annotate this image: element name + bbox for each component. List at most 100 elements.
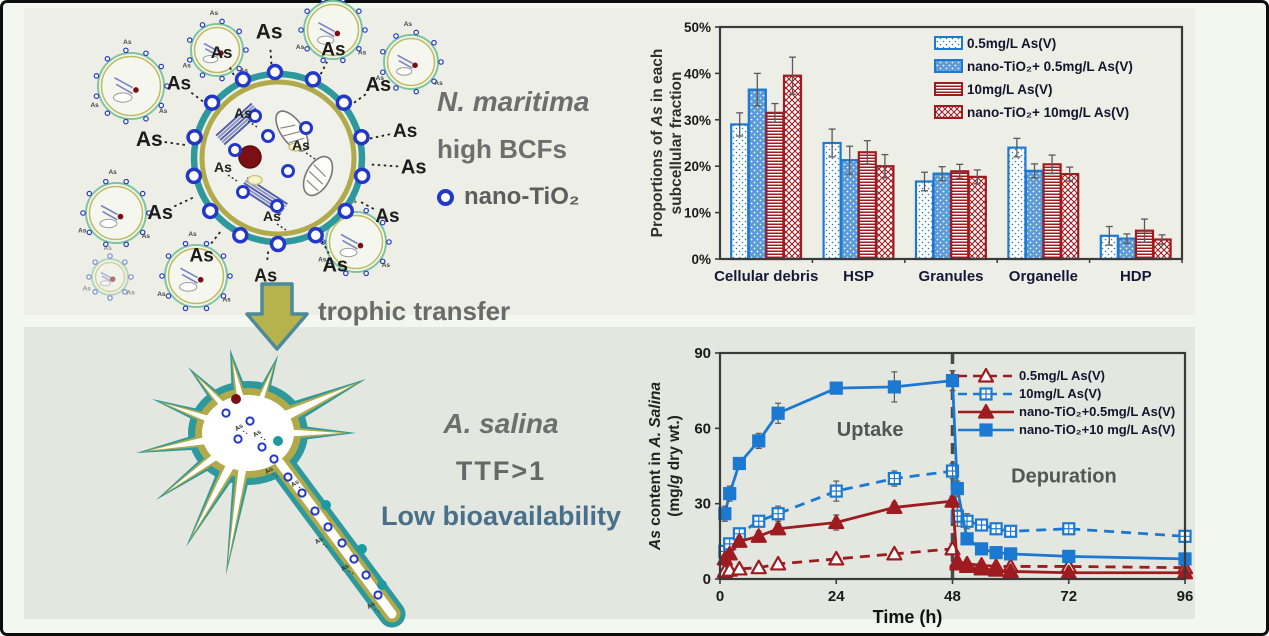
algae-cell-illustration: AsAsAsAsAsAsAsAsAsAsAsAsAsAsAsAsAsAsAsAs… (78, 0, 444, 312)
nano-tio2-particle-icon (270, 199, 284, 213)
svg-text:As: As (82, 286, 91, 293)
bar-HSP-s2 (857, 151, 877, 261)
line-legend-label-1: 10mg/L As(V) (1019, 386, 1101, 401)
bar-Granules-s3 (967, 175, 987, 261)
svg-text:As: As (188, 231, 197, 238)
nano-tio2-particle-icon (245, 416, 255, 426)
bar-Cellular debris-s1 (747, 88, 767, 261)
nucleus-icon (238, 145, 262, 169)
svg-text:As: As (210, 10, 219, 17)
ttf-note: TTF>1 (455, 456, 547, 486)
line-ylabel-line1: (mg/g dry wt.) (666, 415, 683, 517)
as-label: As (263, 208, 281, 224)
nano-tio2-particle-icon (248, 109, 262, 123)
svg-text:0%: 0% (691, 252, 711, 267)
as-label: As (254, 265, 277, 285)
top-caption-block: N. maritima high BCFs nano-TiO₂ (437, 86, 590, 211)
nucleus-dot-icon (231, 394, 241, 404)
satellite-cell-2: As As As (296, 0, 368, 64)
bar-legend-swatch-3 (934, 105, 963, 119)
nano-tio2-particle-icon (228, 143, 242, 157)
nano-tio2-particle-icon (234, 71, 252, 88)
svg-text:40%: 40% (684, 66, 711, 81)
svg-text:48: 48 (944, 588, 961, 605)
as-label: As (136, 128, 163, 151)
trophic-transfer-arrow-icon (245, 282, 309, 351)
svg-text:As: As (142, 233, 151, 240)
bioavailability-note: Low bioavailability (380, 501, 622, 531)
nano-tio2-particle-icon (257, 442, 267, 452)
satellite-cell-6: As As As (82, 245, 135, 301)
svg-text:As: As (382, 262, 391, 269)
artemia-salina-illustration: As As As As As As As (136, 349, 406, 628)
satellite-cell-0: As As As (90, 39, 170, 125)
nano-tio2-particle-icon (232, 227, 249, 244)
nano-tio2-particle-icon (353, 128, 370, 146)
teal-granule-icon (357, 544, 367, 554)
bar-legend-swatch-0 (934, 36, 963, 50)
organism-name-nmaritima: N. maritima (437, 86, 590, 117)
nano-tio2-particle-icon (266, 63, 284, 81)
nano-tio2-particle-icon (269, 235, 287, 253)
line-legend-label-3: nano-TiO₂+10 mg/L As(V) (1019, 422, 1175, 437)
artemia-body: As As As As As As As (136, 349, 406, 628)
organism-name-asalina: A. salina (443, 408, 559, 439)
as-label: As (147, 202, 173, 224)
as-label: As (167, 73, 191, 94)
bar-legend-label-1: nano-TiO₂+ 0.5mg/L As(V) (967, 59, 1133, 74)
as-label: As (264, 465, 275, 476)
nano-tio2-particle-icon (304, 71, 322, 88)
bottom-caption-block: A. salina TTF>1 Low bioavailability (371, 408, 631, 532)
line-legend-label-0: 0.5mg/L As(V) (1019, 368, 1105, 383)
svg-text:24: 24 (828, 588, 845, 605)
as-label: As (401, 156, 427, 178)
teal-granule-icon (377, 580, 387, 590)
nano-tio2-particle-icon (337, 538, 347, 548)
svg-text:90: 90 (694, 345, 711, 362)
bcf-note: high BCFs (437, 134, 567, 164)
bar-category-label: HDP (1120, 268, 1152, 285)
line-legend-label-2: nano-TiO₂+0.5mg/L As(V) (1019, 404, 1175, 419)
nano-tio2-particle-icon (203, 94, 221, 111)
as-label: As (214, 159, 232, 175)
bar-HSP-s1 (840, 159, 860, 261)
satellite-cell-8: As As As (376, 21, 444, 95)
svg-text:As: As (123, 39, 132, 46)
nano-tio2-particle-icon (323, 522, 333, 532)
nano-tio2-particle-icon (185, 167, 203, 185)
nano-tio2-particle-icon (307, 227, 324, 244)
as-label: As (252, 428, 263, 439)
bar-category-label: HSP (843, 268, 874, 285)
bar-HSP-s0 (822, 141, 842, 261)
nano-tio2-particle-icon (297, 488, 307, 498)
svg-text:As: As (434, 80, 443, 87)
svg-text:As: As (240, 67, 249, 74)
svg-text:As: As (159, 108, 168, 115)
bar-HSP-s3 (875, 165, 895, 261)
svg-text:96: 96 (1177, 588, 1194, 605)
bar-legend-label-2: 10mg/L As(V) (967, 82, 1053, 97)
nano-tio2-particle-icon (353, 167, 371, 185)
bar-category-label: Granules (918, 268, 983, 285)
svg-text:As: As (222, 297, 231, 304)
svg-text:As: As (318, 257, 327, 264)
svg-text:As: As (296, 44, 305, 51)
as-label: As (234, 422, 245, 433)
bar-Cellular debris-s0 (730, 123, 750, 261)
svg-text:As: As (376, 75, 385, 82)
line-series-2 (716, 493, 1194, 580)
bar-legend-label-0: 0.5mg/L As(V) (967, 36, 1056, 51)
as-label: As (314, 535, 325, 546)
teal-granule-icon (321, 500, 331, 510)
nano-tio2-legend-row: nano-TiO₂ (437, 183, 590, 211)
as-label: As (322, 255, 348, 277)
bar-Granules-s2 (950, 170, 970, 261)
svg-text:30: 30 (694, 496, 711, 513)
nano-tio2-particle-icon (236, 185, 250, 199)
nano-tio2-particle-icon (201, 202, 219, 220)
bar-Organelle-s0 (1007, 146, 1027, 261)
nano-tio2-particle-icon (186, 128, 203, 146)
bar-Organelle-s3 (1060, 172, 1080, 261)
